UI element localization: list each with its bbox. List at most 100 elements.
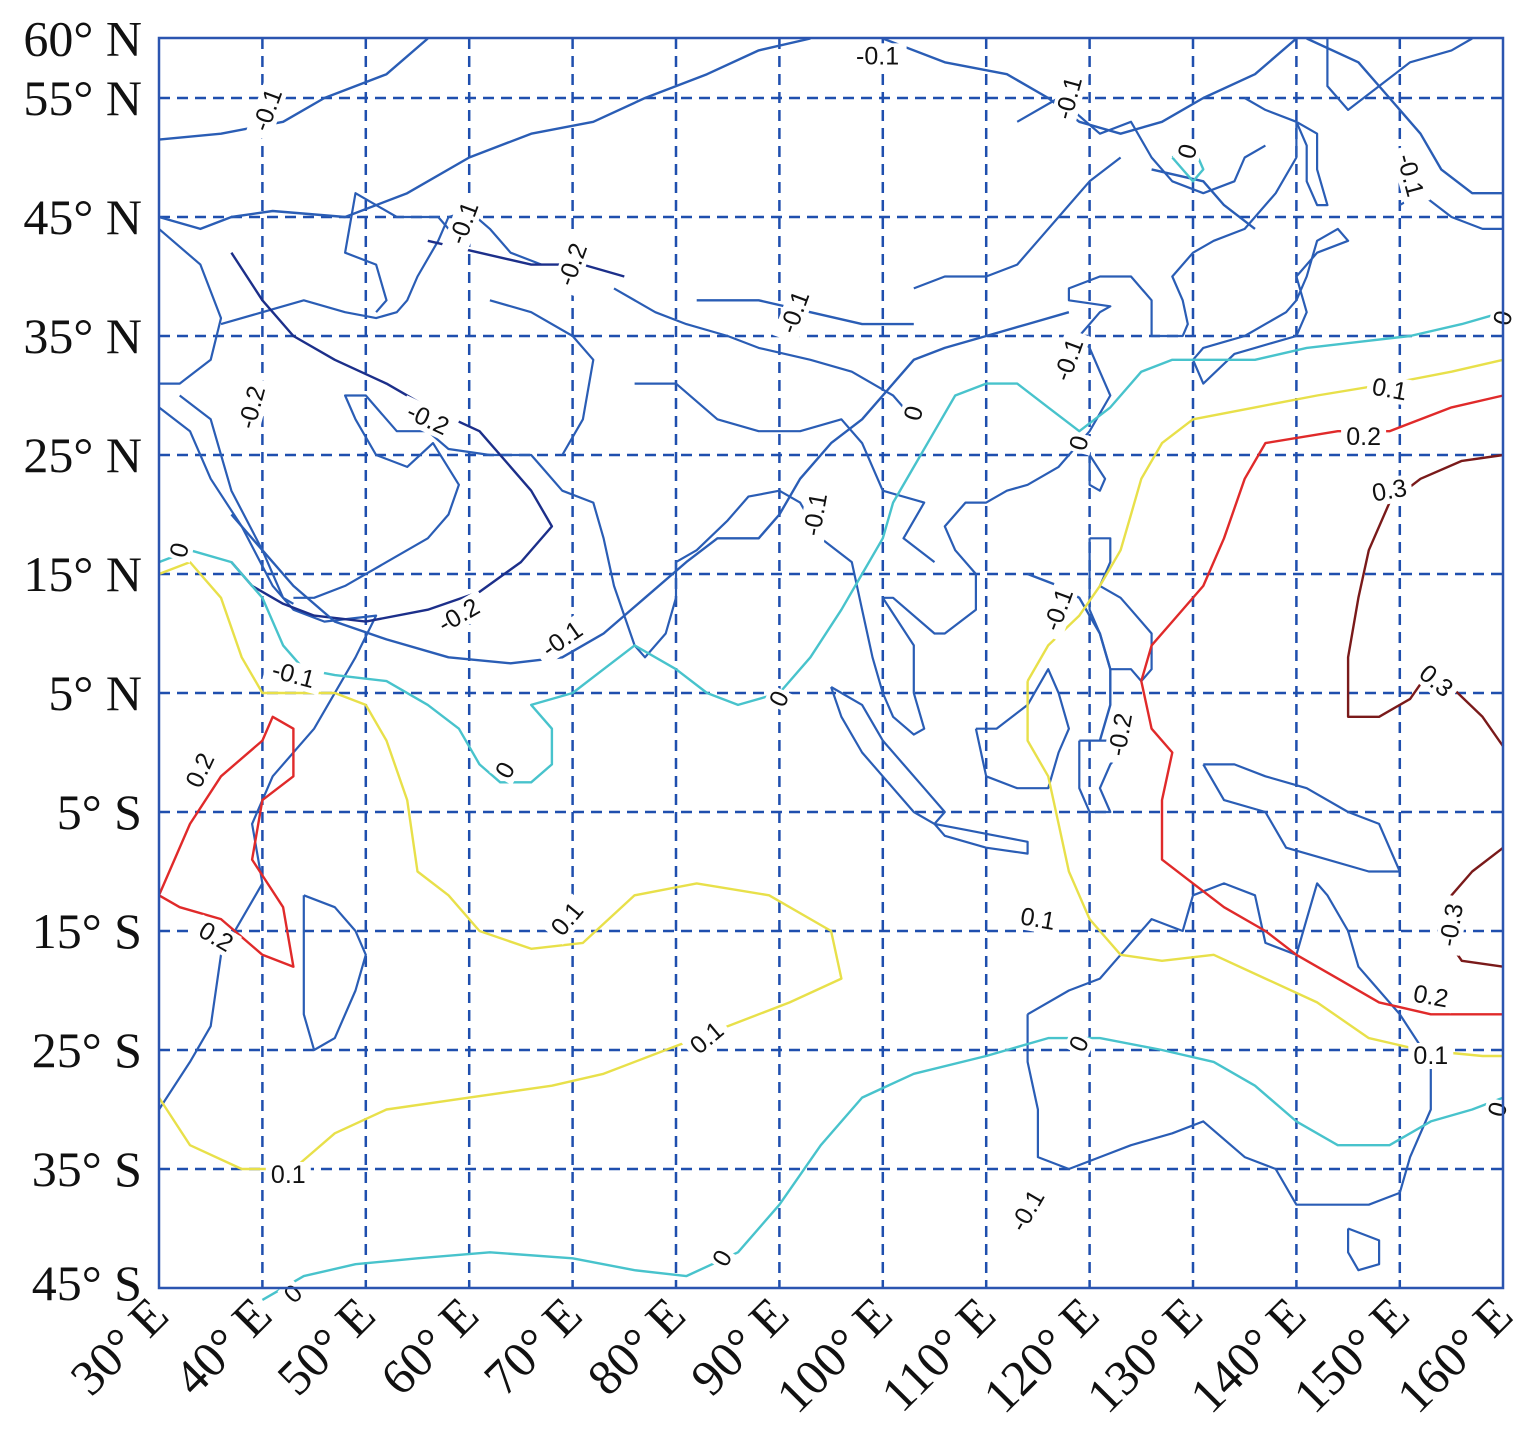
- latitude-tick-label: 15° N: [23, 546, 142, 602]
- contour-label: 0: [164, 537, 195, 563]
- longitude-tick-label: 160° E: [1386, 1286, 1523, 1423]
- latitude-tick-label: 45° S: [32, 1255, 142, 1311]
- latitude-tick-label: 55° N: [23, 70, 142, 126]
- contour-label-bg: [1482, 1096, 1514, 1123]
- contour-label-bg: [1390, 143, 1431, 207]
- contour-label-bg: [763, 684, 796, 714]
- contour-label: -0.1: [1001, 1179, 1054, 1243]
- coastline: [302, 894, 367, 1052]
- contour-label-text: -0.1: [247, 85, 288, 135]
- contour-label-text: -0.1: [269, 656, 318, 694]
- latitude-tick-label: 35° N: [23, 308, 142, 364]
- contour-label: -0.1: [1390, 143, 1431, 207]
- contour-line: [1026, 681, 1504, 1058]
- contour-label-text: -0.2: [233, 383, 271, 432]
- contour-label-bg: [1408, 1043, 1454, 1069]
- coastline: [1347, 1227, 1381, 1272]
- coastline: [1191, 227, 1350, 385]
- coastline: [974, 668, 1070, 790]
- contour-line: [1140, 394, 1504, 1016]
- longitude-tick-label: 100° E: [765, 1286, 902, 1423]
- contour-label-bg: [1046, 328, 1092, 392]
- coastline: [489, 299, 595, 456]
- contour-label-bg: [531, 612, 594, 667]
- contour-label-bg: [1013, 902, 1063, 936]
- contour-label-bg: [1048, 66, 1089, 130]
- contour-label-bg: [1036, 578, 1081, 642]
- longitude-tick-label: 40° E: [163, 1286, 283, 1406]
- contour-label-bg: [489, 755, 522, 786]
- contour-label: 0.1: [1365, 373, 1414, 407]
- contour-label: 0.3: [1365, 474, 1414, 508]
- coastline: [293, 97, 1298, 736]
- coastline: [344, 192, 460, 313]
- contour-label-bg: [427, 589, 491, 642]
- contour-label: 0: [898, 400, 929, 426]
- coastline: [158, 228, 223, 385]
- latitude-tick-label: 25° N: [23, 427, 142, 483]
- latitude-tick-label: 25° S: [32, 1022, 142, 1078]
- longitude-tick-label: 140° E: [1179, 1286, 1316, 1423]
- latitude-tick-label: 5° N: [48, 665, 142, 721]
- contour-label: 0: [1172, 138, 1203, 165]
- contour-line: [230, 252, 554, 623]
- contour-label-text: -0.1: [798, 491, 833, 538]
- contour-label-bg: [189, 914, 242, 960]
- longitude-tick-label: 60° E: [369, 1286, 489, 1406]
- contour-label: 0.1: [1408, 1042, 1454, 1070]
- contour-label-bg: [164, 537, 195, 563]
- contour-label-text: 0.2: [1346, 423, 1381, 451]
- contour-label-text: 0.2: [1411, 980, 1450, 1014]
- contour-label: 0.2: [189, 914, 242, 960]
- contour-line: [1306, 37, 1504, 195]
- contour-label: 0.1: [265, 1161, 311, 1189]
- contour-label-bg: [550, 232, 595, 297]
- contour-line: [158, 37, 429, 141]
- contour-line: [157, 715, 295, 968]
- latitude-tick-label: 45° N: [23, 189, 142, 245]
- contour-line: [158, 37, 811, 231]
- longitude-tick-label: 150° E: [1282, 1286, 1419, 1423]
- contour-label-bg: [898, 400, 929, 426]
- longitude-axis: 30° E40° E50° E60° E70° E80° E90° E100° …: [59, 1286, 1523, 1423]
- coastline: [179, 394, 294, 605]
- contour-line: [696, 299, 914, 326]
- contour-label: -0.2: [396, 395, 460, 444]
- contour-label: 0: [1063, 1029, 1096, 1059]
- contour-label-bg: [797, 483, 834, 546]
- contour-label: 0.2: [1341, 423, 1387, 451]
- contour-label-bg: [245, 78, 290, 142]
- contour-label-text: -0.1: [1050, 74, 1088, 123]
- contour-label: 0: [1482, 1096, 1514, 1123]
- coastline: [1026, 882, 1432, 1206]
- contour-label-text: 0.1: [1018, 902, 1057, 936]
- coastline: [1016, 96, 1266, 195]
- coastline: [1202, 763, 1401, 873]
- longitude-tick-label: 120° E: [972, 1286, 1109, 1423]
- contour-lines: [157, 37, 1505, 1301]
- contour-label-bg: [277, 1278, 310, 1310]
- contour-line: [1151, 168, 1256, 230]
- coastline: [1295, 120, 1329, 207]
- contour-label-bg: [1406, 979, 1456, 1014]
- contour-label: -0.1: [1048, 66, 1089, 130]
- contour-label-text: -0.1: [1048, 335, 1089, 385]
- latitude-tick-label: 15° S: [32, 903, 142, 959]
- contour-label-bg: [1001, 1179, 1054, 1243]
- contour-label-text: 0.1: [1370, 373, 1409, 407]
- longitude-tick-label: 130° E: [1076, 1286, 1213, 1423]
- contour-label-text: -0.1: [856, 42, 899, 70]
- contour-label-bg: [396, 395, 460, 444]
- coastline: [830, 686, 946, 825]
- contour-label-bg: [1172, 138, 1203, 165]
- contour-label-bg: [262, 655, 325, 696]
- contour-line: [230, 311, 1070, 665]
- contour-label: 0: [1064, 430, 1095, 456]
- latitude-tick-label: 5° S: [57, 784, 142, 840]
- latitude-tick-label: 35° S: [32, 1141, 142, 1197]
- contour-label: -0.1: [1036, 578, 1081, 642]
- contour-label-bg: [1063, 1029, 1096, 1059]
- contour-label-bg: [1433, 894, 1470, 956]
- contour-label: -0.1: [262, 655, 325, 696]
